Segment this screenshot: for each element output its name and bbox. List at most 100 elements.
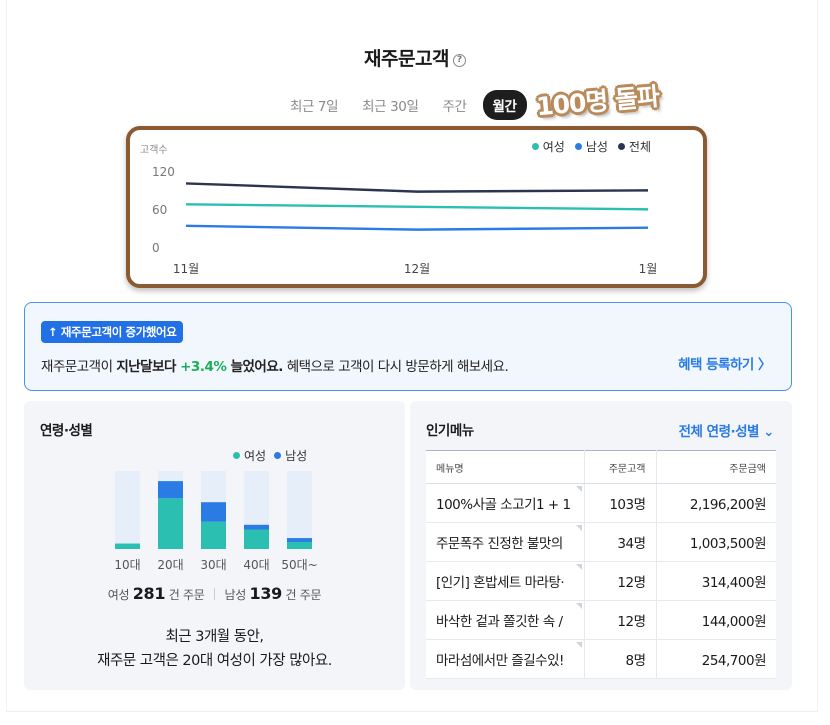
tab-weekly[interactable]: 주간 bbox=[442, 99, 467, 115]
table-row[interactable]: 마라섬에서만 즐길수있! 8명 254,700원 bbox=[426, 639, 776, 679]
tooltip-corner-icon bbox=[575, 564, 582, 570]
menu-name: 마라섬에서만 즐길수있! bbox=[436, 653, 564, 669]
bar-track bbox=[115, 471, 140, 549]
menu-name-cell: 마라섬에서만 즐길수있! bbox=[426, 639, 585, 679]
bar-male bbox=[244, 524, 269, 530]
legend-dot-icon bbox=[574, 143, 582, 150]
order-counts: 여성 281 건 주문 남성 139 건 주문 bbox=[24, 584, 405, 603]
table-row[interactable]: [인기] 혼밥세트 마라탕· 12명 314,400원 bbox=[426, 561, 776, 601]
bar-male bbox=[201, 502, 226, 522]
amount-cell: 1,003,500원 bbox=[656, 522, 776, 562]
notice-text-prefix: 재주문고객이 bbox=[41, 359, 117, 375]
tab-monthly[interactable]: 월간 bbox=[482, 90, 527, 120]
series-line-전체 bbox=[185, 182, 649, 193]
male-dot-icon bbox=[274, 452, 282, 459]
menu-name-cell: 주문폭주 진정한 불맛의 bbox=[426, 522, 585, 562]
x-tick-label: 12월 bbox=[404, 262, 430, 276]
age-gender-filter-dropdown[interactable]: 전체 연령·성별 ⌄ bbox=[678, 424, 775, 440]
bar-female bbox=[201, 521, 226, 549]
legend-label: 남성 bbox=[585, 140, 608, 154]
customers-cell: 8명 bbox=[584, 639, 657, 679]
customers-cell: 12명 bbox=[584, 561, 657, 601]
popular-menu-card: 인기메뉴 전체 연령·성별 ⌄ 메뉴명 주문고객 주문금액 100%사골 소고기… bbox=[410, 401, 792, 690]
y-tick-label: 60 bbox=[152, 203, 167, 217]
customers-cell: 103명 bbox=[584, 483, 657, 523]
tooltip-corner-icon bbox=[575, 642, 582, 648]
legend-label: 전체 bbox=[628, 140, 651, 154]
amount-cell: 144,000원 bbox=[656, 600, 776, 640]
tab-recent-7-days[interactable]: 최근 7일 bbox=[290, 99, 339, 115]
y-tick-label: 0 bbox=[152, 241, 160, 255]
column-customers[interactable]: 주문고객 bbox=[584, 450, 657, 484]
age-bar-svg: 10대 20대 30대 40대 50대~ bbox=[114, 471, 318, 572]
column-amount[interactable]: 주문금액 bbox=[656, 450, 776, 484]
customer-line-chart: 고객수 120 60 0 11월 12월 1월 여성 남성 전체 bbox=[126, 126, 707, 288]
bar-male bbox=[287, 538, 312, 542]
notice-text-bold: 지난달보다 bbox=[116, 359, 181, 375]
bar-category-label: 20대 bbox=[157, 558, 183, 572]
series-line-남성 bbox=[185, 224, 649, 231]
tooltip-corner-icon bbox=[575, 603, 582, 609]
x-tick-label: 11월 bbox=[173, 262, 199, 276]
table-row[interactable]: 주문폭주 진정한 불맛의 34명 1,003,500원 bbox=[426, 522, 776, 562]
menu-name: 바삭한 겉과 쫄깃한 속 / bbox=[436, 614, 563, 630]
legend-male-label: 남성 bbox=[285, 449, 308, 463]
y-tick-label: 120 bbox=[152, 165, 175, 179]
female-count: 281 bbox=[132, 584, 166, 603]
y-axis-label: 고객수 bbox=[140, 144, 168, 156]
menu-name: [인기] 혼밥세트 마라탕· bbox=[436, 575, 565, 591]
amount-cell: 254,700원 bbox=[656, 639, 776, 679]
bar-male bbox=[158, 481, 183, 499]
legend-female-label: 여성 bbox=[244, 449, 267, 463]
female-count-unit: 건 주문 bbox=[168, 588, 205, 602]
increase-notice: ↑ 재주문고객이 증가했어요 재주문고객이 지난달보다 +3.4% 늘었어요. … bbox=[24, 302, 792, 391]
table-row[interactable]: 100%사골 소고기1 + 1 103명 2,196,200원 bbox=[426, 483, 776, 523]
bar-legend: 여성 남성 bbox=[233, 447, 307, 464]
question-circle-icon[interactable]: ? bbox=[452, 54, 466, 67]
legend-item: 남성 bbox=[574, 138, 608, 155]
increase-rate: +3.4% bbox=[180, 359, 227, 375]
bar-female bbox=[158, 498, 183, 549]
bar-category-label: 50대~ bbox=[281, 558, 317, 572]
menu-name-cell: 바삭한 겉과 쫄깃한 속 / bbox=[426, 600, 585, 640]
bar-category-label: 40대 bbox=[243, 558, 269, 572]
column-menu-name[interactable]: 메뉴명 bbox=[426, 450, 585, 484]
menu-name: 주문폭주 진정한 불맛의 bbox=[436, 536, 563, 552]
popular-menu-title: 인기메뉴 bbox=[426, 423, 474, 439]
table-row[interactable]: 바삭한 겉과 쫄깃한 속 / 12명 144,000원 bbox=[426, 600, 776, 640]
legend-female: 여성 bbox=[233, 447, 266, 464]
tooltip-corner-icon bbox=[575, 525, 582, 531]
menu-name-cell: [인기] 혼밥세트 마라탕· bbox=[426, 561, 585, 601]
age-gender-title: 연령·성별 bbox=[40, 423, 93, 439]
amount-cell: 314,400원 bbox=[656, 561, 776, 601]
legend-male: 남성 bbox=[274, 447, 307, 464]
notice-text-bold2: 늘었어요. bbox=[226, 359, 284, 375]
female-count-label: 여성 bbox=[107, 588, 130, 602]
chart-legend: 여성 남성 전체 bbox=[531, 138, 651, 155]
bar-female bbox=[115, 543, 140, 549]
period-tabs: 최근 7일 최근 30일 주간 월간 bbox=[282, 90, 535, 120]
male-count: 139 bbox=[249, 584, 283, 603]
tooltip-corner-icon bbox=[575, 486, 582, 492]
series-line-여성 bbox=[185, 203, 649, 211]
legend-label: 여성 bbox=[542, 140, 565, 154]
menu-name-cell: 100%사골 소고기1 + 1 bbox=[426, 483, 585, 523]
page-title: 재주문고객 bbox=[364, 48, 449, 70]
tab-recent-30-days[interactable]: 최근 30일 bbox=[362, 99, 419, 115]
bar-female bbox=[244, 529, 269, 549]
bar-track bbox=[287, 471, 312, 549]
notice-message: 재주문고객이 지난달보다 +3.4% 늘었어요. 혜택으로 고객이 다시 방문하… bbox=[41, 355, 509, 375]
legend-dot-icon bbox=[531, 143, 539, 150]
male-count-label: 남성 bbox=[224, 588, 247, 602]
legend-item: 전체 bbox=[617, 138, 651, 155]
x-tick-label: 1월 bbox=[639, 262, 658, 276]
increase-pill: ↑ 재주문고객이 증가했어요 bbox=[41, 321, 184, 343]
menu-name: 100%사골 소고기1 + 1 bbox=[436, 497, 571, 513]
header: 재주문고객? bbox=[0, 44, 830, 71]
age-gender-card: 연령·성별 여성 남성 10대 20대 30대 40대 50대~ 여성 281 건 주문… bbox=[24, 401, 405, 690]
age-gender-summary: 최근 3개월 동안, 재주문 고객은 20대 여성이 가장 많아요. bbox=[24, 625, 405, 673]
line-chart-svg: 고객수 120 60 0 11월 12월 1월 bbox=[140, 144, 658, 276]
popular-menu-table: 메뉴명 주문고객 주문금액 100%사골 소고기1 + 1 103명 2,196… bbox=[426, 450, 776, 679]
bar-female bbox=[287, 541, 312, 549]
register-benefit-link[interactable]: 혜택 등록하기 〉 bbox=[678, 357, 771, 373]
